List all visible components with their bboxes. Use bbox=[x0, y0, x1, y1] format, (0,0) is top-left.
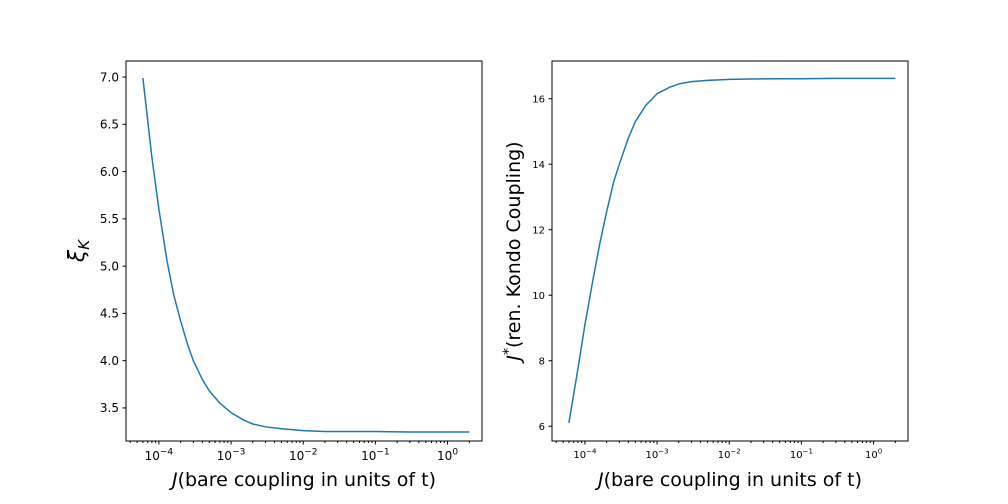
x-axis-label: J(bare coupling in units of t) bbox=[594, 469, 862, 491]
x-tick-label-base: 10 bbox=[790, 450, 803, 461]
y-tick-label: 14 bbox=[532, 160, 545, 171]
x-tick-label-base: 10 bbox=[217, 449, 232, 463]
x-tick-label-base: 10 bbox=[718, 450, 731, 461]
y-tick-label: 16 bbox=[532, 94, 545, 105]
series-line-1 bbox=[568, 77, 896, 424]
y-axis-label-symbol: J bbox=[503, 355, 525, 365]
x-tick-label-exponent: −4 bbox=[160, 448, 174, 458]
x-axis-label: J(bare coupling in units of t) bbox=[168, 469, 436, 491]
series-line-1 bbox=[142, 77, 470, 433]
y-tick-label: 6.5 bbox=[100, 118, 119, 132]
x-axis-label-symbol: J bbox=[168, 469, 178, 491]
x-tick-label-exponent: −1 bbox=[376, 448, 389, 458]
y-axis-label-superscript: * bbox=[501, 348, 517, 355]
x-tick-label-base: 10 bbox=[145, 449, 160, 463]
x-axis-label-text: (bare coupling in units of t) bbox=[604, 469, 862, 491]
x-tick-label: 10−2 bbox=[289, 448, 318, 463]
x-tick-label-exponent: −3 bbox=[232, 448, 245, 458]
x-tick-label-exponent: −2 bbox=[304, 448, 317, 458]
y-tick-label: 3.5 bbox=[100, 401, 119, 415]
x-tick-label-base: 10 bbox=[646, 450, 659, 461]
x-tick-label: 10−3 bbox=[217, 448, 246, 463]
x-tick-label: 100 bbox=[437, 448, 458, 463]
plot-frame bbox=[125, 60, 483, 442]
x-tick-label-exponent: −1 bbox=[803, 448, 813, 456]
x-tick-label: 100 bbox=[865, 448, 882, 462]
y-tick-label: 6 bbox=[539, 422, 545, 433]
chart-panel-1: 10−4 10−3 10−2 10−1 1003.54.04.55.05.56.06.5… bbox=[65, 60, 483, 491]
x-tick-label: 10−2 bbox=[718, 448, 741, 462]
x-tick-label: 10−1 bbox=[790, 448, 813, 462]
y-tick-label: 5.0 bbox=[100, 259, 119, 273]
y-axis-label-symbol: ξ bbox=[65, 249, 90, 263]
y-tick-label: 4.5 bbox=[100, 307, 119, 321]
y-tick-label: 12 bbox=[532, 225, 545, 236]
y-tick-label: 6.0 bbox=[100, 165, 119, 179]
plot-frame bbox=[551, 60, 909, 442]
x-tick-label-exponent: 0 bbox=[878, 448, 882, 456]
y-axis-label: ξK bbox=[65, 239, 93, 263]
x-tick-label-exponent: 0 bbox=[452, 448, 458, 458]
y-tick-label: 10 bbox=[532, 291, 545, 302]
x-tick-label-exponent: −4 bbox=[586, 448, 597, 456]
x-tick-label-exponent: −2 bbox=[730, 448, 740, 456]
x-tick-label-base: 10 bbox=[437, 449, 452, 463]
y-axis-label-text: (ren. Kondo Coupling) bbox=[503, 141, 525, 348]
y-axis-label: J*(ren. Kondo Coupling) bbox=[501, 141, 525, 364]
x-tick-label-base: 10 bbox=[361, 449, 376, 463]
x-tick-label: 10−3 bbox=[646, 448, 669, 462]
y-tick-label: 7.0 bbox=[100, 70, 119, 84]
y-axis-label-subscript: K bbox=[75, 239, 93, 250]
x-tick-label-base: 10 bbox=[289, 449, 304, 463]
x-axis-label-text: (bare coupling in units of t) bbox=[178, 469, 436, 491]
x-tick-label: 10−1 bbox=[361, 448, 390, 463]
y-tick-label: 4.0 bbox=[100, 354, 119, 368]
x-tick-label-exponent: −3 bbox=[658, 448, 668, 456]
x-tick-label-base: 10 bbox=[865, 450, 878, 461]
x-tick-label: 10−4 bbox=[573, 448, 597, 462]
x-tick-label-base: 10 bbox=[573, 450, 586, 461]
y-tick-label: 8 bbox=[539, 356, 545, 367]
y-tick-label: 5.5 bbox=[100, 212, 119, 226]
x-tick-label: 10−4 bbox=[145, 448, 174, 463]
x-axis-label-symbol: J bbox=[594, 469, 604, 491]
